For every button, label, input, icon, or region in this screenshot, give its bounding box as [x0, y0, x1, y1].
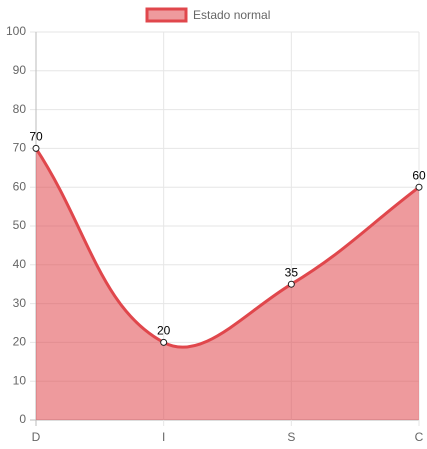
y-tick-label: 20	[13, 335, 27, 349]
y-tick-label: 0	[19, 412, 26, 426]
point	[287, 280, 295, 288]
data-label: 70	[29, 130, 43, 144]
y-tick-label: 100	[6, 24, 26, 38]
data-label: 60	[412, 168, 426, 182]
y-tick-label: 40	[13, 257, 27, 271]
data-label: 35	[285, 265, 299, 279]
point	[32, 144, 40, 152]
point	[415, 183, 423, 191]
x-tick-label: I	[162, 430, 165, 444]
y-tick-label: 10	[13, 373, 27, 387]
y-tick-label: 90	[13, 63, 27, 77]
area	[36, 148, 419, 420]
x-tick-label: D	[32, 430, 41, 444]
x-tick-label: C	[415, 430, 424, 444]
y-tick-label: 70	[13, 141, 27, 155]
y-tick-label: 50	[13, 218, 27, 232]
data-label: 20	[157, 324, 171, 338]
x-tick-label: S	[287, 430, 295, 444]
y-tick-label: 30	[13, 296, 27, 310]
legend-swatch	[145, 7, 188, 23]
y-tick-label: 60	[13, 179, 27, 193]
y-tick-label: 80	[13, 102, 27, 116]
legend-label: Estado normal	[193, 8, 270, 22]
point	[160, 338, 168, 346]
line	[34, 147, 420, 349]
